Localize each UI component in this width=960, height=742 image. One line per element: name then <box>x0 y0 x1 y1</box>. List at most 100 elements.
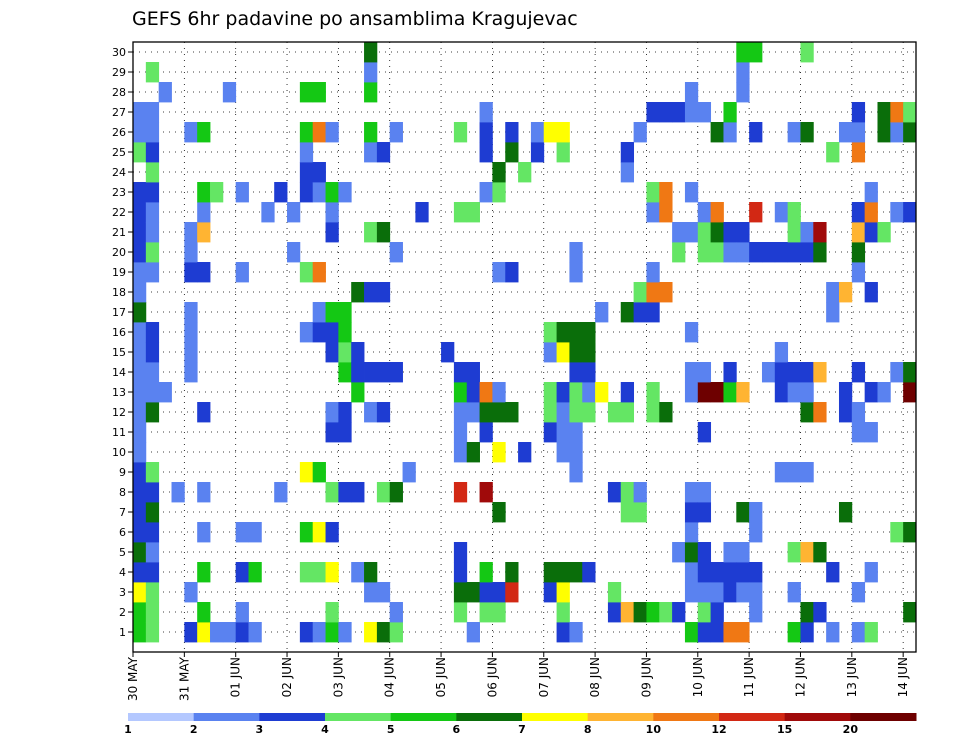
data-cell <box>376 402 391 423</box>
data-cell <box>877 222 891 243</box>
data-cell <box>197 402 211 423</box>
data-cell <box>569 342 583 363</box>
data-cell <box>274 482 288 503</box>
data-cell <box>376 142 391 163</box>
data-cell <box>197 262 211 283</box>
data-cell <box>325 622 339 643</box>
data-cell <box>184 242 198 263</box>
data-cell <box>453 542 468 563</box>
data-cell <box>813 362 827 383</box>
data-cell <box>787 582 801 603</box>
x-tick-label: 07 JUN <box>537 657 551 697</box>
data-cell <box>569 462 583 483</box>
data-cell <box>479 182 493 203</box>
data-cell <box>145 162 160 183</box>
data-cell <box>133 582 147 603</box>
data-cell <box>197 222 211 243</box>
data-cell <box>492 382 506 403</box>
y-tick-label: 17 <box>112 306 126 319</box>
data-cell <box>133 422 147 443</box>
data-cell <box>145 362 160 383</box>
data-cell <box>133 462 147 483</box>
data-cell <box>364 282 378 303</box>
data-cell <box>697 502 712 523</box>
data-cell <box>620 602 635 623</box>
data-cell <box>479 102 493 123</box>
data-cell <box>184 362 198 383</box>
data-cell <box>697 622 712 643</box>
y-tick-label: 29 <box>112 66 126 79</box>
data-cell <box>620 382 635 403</box>
data-cell <box>646 202 660 223</box>
data-cell <box>184 222 198 243</box>
data-cell <box>492 502 506 523</box>
data-cell <box>133 362 147 383</box>
data-cell <box>736 382 750 403</box>
data-cell <box>851 122 866 143</box>
data-cell <box>479 402 493 423</box>
data-cell <box>197 202 211 223</box>
data-cell <box>749 602 763 623</box>
data-cell <box>620 162 635 183</box>
data-cell <box>133 302 147 323</box>
data-cell <box>877 382 891 403</box>
data-cell <box>877 102 891 123</box>
data-cell <box>184 262 198 283</box>
data-cell <box>556 342 570 363</box>
legend-label: 3 <box>256 723 264 736</box>
data-cell <box>351 342 365 363</box>
data-cell <box>684 582 699 603</box>
data-cell <box>633 122 647 143</box>
data-cell <box>453 562 468 583</box>
data-cell <box>261 202 275 223</box>
data-cell <box>389 622 403 643</box>
y-tick-label: 5 <box>119 546 126 559</box>
data-cell <box>133 102 147 123</box>
data-cell <box>299 182 314 203</box>
data-cell <box>364 82 378 103</box>
data-cell <box>338 482 352 503</box>
data-cell <box>184 342 198 363</box>
y-tick-label: 27 <box>112 106 126 119</box>
data-cell <box>672 222 686 243</box>
data-cell <box>197 562 211 583</box>
data-cell <box>556 602 570 623</box>
data-cell <box>248 622 262 643</box>
data-cell <box>415 202 429 223</box>
data-cell <box>210 622 224 643</box>
data-cell <box>543 382 557 403</box>
y-tick-label: 1 <box>119 626 126 639</box>
data-cell <box>903 602 917 623</box>
data-cell <box>530 142 545 163</box>
data-cell <box>325 182 339 203</box>
legend-label: 10 <box>646 723 662 736</box>
data-cell <box>710 562 724 583</box>
data-cell <box>800 462 814 483</box>
y-tick-label: 11 <box>112 426 126 439</box>
data-cell <box>248 522 262 543</box>
data-cell <box>133 522 147 543</box>
data-cell <box>813 222 827 243</box>
legend-swatch <box>259 713 326 721</box>
data-cell <box>299 122 314 143</box>
data-cell <box>197 622 211 643</box>
data-cell <box>145 562 160 583</box>
data-cell <box>646 182 660 203</box>
x-tick-label: 30 MAY <box>126 656 140 701</box>
data-cell <box>184 582 198 603</box>
data-cell <box>543 402 557 423</box>
data-cell <box>838 382 853 403</box>
data-cell <box>582 402 596 423</box>
data-cell <box>133 182 147 203</box>
data-cell <box>145 182 160 203</box>
legend-swatch <box>587 713 654 721</box>
data-cell <box>171 482 185 503</box>
data-cell <box>672 602 686 623</box>
data-cell <box>376 482 391 503</box>
data-cell <box>505 582 519 603</box>
x-tick-label: 03 JUN <box>331 657 345 697</box>
data-cell <box>813 402 827 423</box>
data-cell <box>325 422 339 443</box>
data-cell <box>133 382 147 403</box>
data-cell <box>543 422 557 443</box>
